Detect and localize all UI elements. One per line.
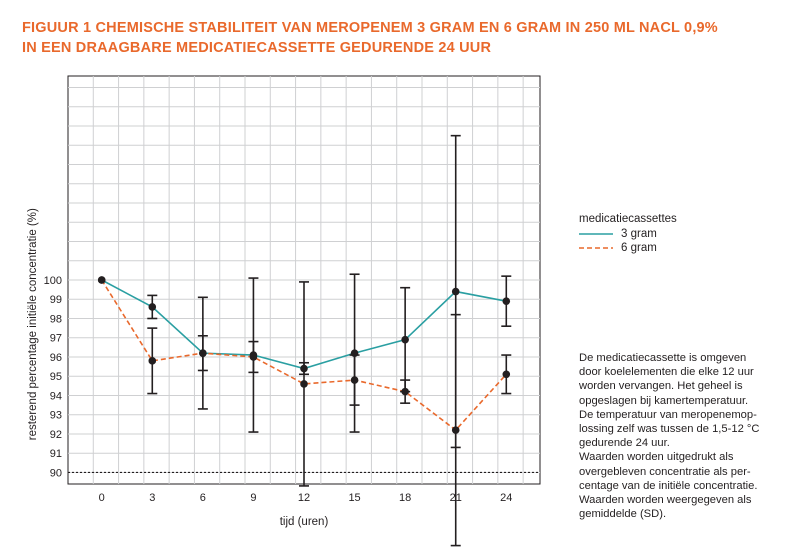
x-axis-label: tijd (uren) (280, 516, 329, 528)
data-point-3-gram (451, 287, 460, 296)
x-tick-label: 15 (348, 492, 360, 504)
chart-title-line-1: FIGUUR 1 CHEMISCHE STABILITEIT VAN MEROP… (22, 20, 718, 36)
y-tick-label: 97 (50, 333, 62, 345)
x-tick-label: 24 (500, 492, 512, 504)
y-tick-label: 94 (50, 390, 62, 402)
note-line: door koelelementen die elke 12 uur (579, 366, 754, 379)
note-line: lossing zelf was tussen de 1,5-12 °C (579, 423, 760, 436)
x-tick-label: 0 (99, 492, 105, 504)
note-line: overgebleven concentratie als per- (579, 465, 751, 478)
data-point-3-gram (350, 349, 359, 357)
data-point-6-gram (502, 370, 511, 379)
legend-title: medicatiecassettes (579, 213, 677, 225)
note-line: gedurende 24 uur. (579, 437, 670, 450)
series-line-6-gram (101, 279, 507, 432)
y-tick-label: 96 (50, 352, 62, 364)
y-tick-label: 90 (50, 467, 62, 479)
x-tick-label: 12 (298, 492, 310, 504)
data-point-3-gram (148, 303, 157, 311)
x-tick-label: 3 (149, 492, 155, 504)
y-tick-label: 98 (50, 313, 62, 325)
data-point-6-gram (350, 376, 359, 384)
data-point-3-gram (300, 364, 308, 373)
legend-swatch-3-gram (579, 233, 613, 235)
y-tick-label: 99 (50, 294, 62, 306)
data-point-6-gram (97, 276, 106, 284)
legend-item-3-gram: 3 gram (579, 227, 677, 241)
note-line: Waarden worden weergegeven als (579, 494, 752, 507)
legend: medicatiecassettes 3 gram 6 gram (579, 212, 677, 255)
note-line: De medicatiecassette is omgeven (579, 352, 747, 364)
data-point-6-gram (148, 357, 157, 365)
legend-swatch-6-gram (579, 247, 613, 249)
note-line: worden vervangen. Het geheel is (579, 380, 743, 393)
chart-title-line-2: IN EEN DRAAGBARE MEDICATIECASSETTE GEDUR… (22, 40, 492, 56)
chart-note: De medicatiecassette is omgeven door koe… (579, 351, 789, 521)
legend-item-6-gram: 6 gram (579, 241, 677, 255)
y-tick-label: 95 (50, 371, 62, 383)
chart-title: FIGUUR 1 CHEMISCHE STABILITEIT VAN MEROP… (22, 18, 782, 58)
note-line: gemiddelde (SD). (579, 508, 667, 521)
legend-label-3-gram: 3 gram (621, 228, 657, 240)
data-point-6-gram (451, 426, 460, 434)
x-tick-label: 9 (250, 492, 256, 504)
note-line: opgeslagen bij kamertemperatuur. (579, 394, 749, 407)
data-point-6-gram (249, 353, 258, 361)
x-tick-label: 6 (200, 492, 206, 504)
y-axis-label: resterend percentage initiële concentrat… (27, 208, 39, 440)
y-tick-label: 100 (44, 275, 62, 287)
y-tick-label: 91 (50, 448, 62, 460)
note-line: Waarden worden uitgedrukt als (579, 451, 734, 464)
data-point-6-gram (401, 387, 409, 396)
x-tick-label: 18 (399, 492, 411, 504)
y-tick-label: 92 (50, 429, 62, 441)
data-point-6-gram (199, 349, 207, 357)
y-tick-label: 93 (50, 410, 62, 422)
data-point-6-gram (300, 380, 308, 388)
legend-label-6-gram: 6 gram (621, 242, 657, 254)
data-point-3-gram (401, 335, 409, 344)
note-line: De temperatuur van meropenemop- (579, 408, 757, 421)
data-point-3-gram (502, 297, 511, 305)
note-line: centage van de initiële concentratie. (579, 479, 758, 492)
